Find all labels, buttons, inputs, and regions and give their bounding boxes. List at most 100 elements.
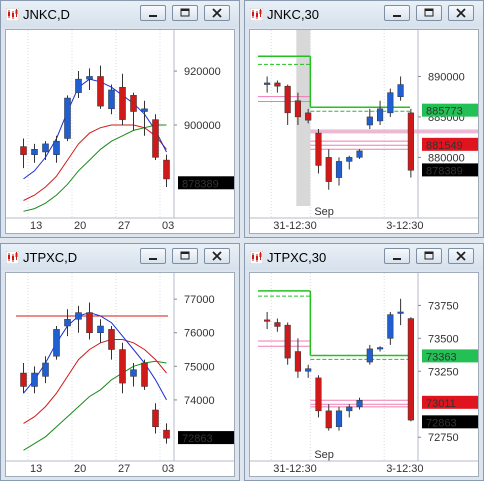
chart-app-icon: [6, 8, 19, 21]
candle-bull: [335, 161, 343, 178]
close-icon: [212, 251, 222, 261]
candle-bull: [387, 92, 394, 114]
candle-bull: [108, 89, 115, 110]
price-tag-box: [422, 349, 478, 363]
highlight-band: [310, 129, 478, 134]
chart-area[interactable]: 31-12:30 3-12:30 Sep 73750 73500 73250 72750 73…: [249, 272, 479, 477]
y-tick-label: 73750: [428, 300, 459, 312]
price-tag: 881549: [422, 137, 478, 152]
candle-bull: [75, 78, 82, 93]
close-button[interactable]: [204, 5, 230, 21]
restore-button[interactable]: [172, 248, 198, 264]
price-tag-label: 73363: [426, 351, 457, 363]
price-tag: 885773: [422, 103, 478, 118]
window-title: JNKC,D: [23, 7, 70, 22]
x-tick-label: 20: [74, 220, 86, 232]
minimize-button[interactable]: [140, 248, 166, 264]
y-tick-label: 900000: [184, 120, 221, 132]
chart-window-jtpxc-30min[interactable]: JTPXC,30 31-12:30 3-12:30 Sep 73750 73500 732…: [244, 243, 484, 481]
moving-average-mid: [23, 339, 167, 424]
candle-bear: [119, 349, 126, 384]
candle-bull: [31, 149, 38, 155]
candle-bull: [42, 362, 49, 377]
restore-icon: [424, 8, 434, 17]
chart-window-jnkc-30min[interactable]: JNKC,30 31-12:30 3-12:30 Sep 890000 885000 88…: [244, 0, 484, 238]
window-title: JNKC,30: [267, 7, 320, 22]
candle-bull: [366, 348, 373, 363]
chart-area[interactable]: 13 20 27 03 77000 76000 75000 74000 72863: [5, 272, 235, 477]
candlestick-chart[interactable]: 13 20 27 03 920000 900000 878389: [6, 30, 234, 233]
candle-bear: [294, 100, 302, 118]
candle-bull: [397, 311, 404, 314]
candle-bear: [20, 146, 27, 155]
y-tick-label: 73500: [428, 333, 459, 345]
window-title: JTPXC,D: [23, 250, 78, 265]
window-titlebar[interactable]: JTPXC,30: [245, 244, 483, 270]
candle-bull: [53, 329, 60, 357]
candle-bear: [274, 82, 281, 87]
close-button[interactable]: [448, 248, 474, 264]
candle-bear: [407, 318, 414, 421]
minimize-button[interactable]: [140, 5, 166, 21]
candle-bear: [86, 312, 93, 333]
candle-bull: [141, 108, 148, 112]
y-tick-label: 74000: [184, 395, 215, 407]
candlestick-chart[interactable]: 31-12:30 3-12:30 Sep 73750 73500 73250 72750 73…: [250, 273, 478, 476]
candlestick-chart[interactable]: 13 20 27 03 77000 76000 75000 74000 72863: [6, 273, 234, 476]
close-button[interactable]: [448, 5, 474, 21]
candle-bull: [387, 314, 394, 339]
x-tick-label: 31-12:30: [273, 220, 316, 232]
restore-icon: [180, 251, 190, 260]
candle-bull: [356, 400, 363, 408]
price-tag-box: [422, 137, 478, 151]
y-tick-label: 72750: [428, 432, 459, 444]
chart-app-icon: [250, 251, 263, 264]
candlestick-chart[interactable]: 31-12:30 3-12:30Sep8900008850008800008857…: [250, 30, 478, 233]
restore-button[interactable]: [172, 5, 198, 21]
restore-icon: [180, 8, 190, 17]
x-tick-label: 3-12:30: [386, 463, 423, 475]
x-tick-label: 13: [30, 463, 42, 475]
price-tag-box: [178, 431, 234, 445]
price-tag-label: 72863: [426, 417, 457, 429]
price-tag-label: 878389: [426, 165, 463, 177]
candle-bull: [75, 312, 82, 320]
window-titlebar[interactable]: JTPXC,D: [1, 244, 239, 270]
candle-bull: [86, 76, 93, 80]
y-tick-label: 880000: [428, 152, 465, 164]
restore-button[interactable]: [416, 5, 442, 21]
candle-bull: [264, 82, 271, 85]
close-icon: [456, 8, 466, 18]
x-tick-label: 13: [30, 220, 42, 232]
chart-area[interactable]: 31-12:30 3-12:30 Sep 890000 885000 880000 8857…: [249, 29, 479, 234]
price-tag: 73011: [422, 395, 478, 410]
chart-window-jnkc-daily[interactable]: JNKC,D 13 20 27 03 920000 900000 878389: [0, 0, 240, 238]
minimize-icon: [149, 258, 157, 260]
moving-average-short: [23, 78, 167, 180]
candle-bear: [315, 377, 322, 412]
price-tag: 73363: [422, 349, 478, 363]
chart-window-jtpxc-daily[interactable]: JTPXC,D 13 20 27 03 77000 76000 75000 74000 7286…: [0, 243, 240, 481]
candle-bull: [64, 319, 71, 327]
minimize-button[interactable]: [384, 5, 410, 21]
window-titlebar[interactable]: JNKC,D: [1, 1, 239, 27]
price-tag: 72863: [422, 415, 478, 429]
candle-bull: [335, 410, 343, 427]
chart-area[interactable]: 13 20 27 03 920000 900000 878389: [5, 29, 235, 234]
candle-bull: [346, 157, 353, 162]
restore-button[interactable]: [416, 248, 442, 264]
close-button[interactable]: [204, 248, 230, 264]
window-titlebar[interactable]: JNKC,30: [245, 1, 483, 27]
candle-bear: [407, 112, 414, 171]
price-tag-box: [178, 176, 234, 190]
x-tick-label: 27: [118, 220, 130, 232]
session-label: Sep: [314, 206, 334, 218]
candle-bull: [64, 97, 71, 139]
price-tag-label: 73011: [426, 398, 456, 410]
minimize-button[interactable]: [384, 248, 410, 264]
y-tick-label: 890000: [428, 71, 465, 83]
candle-bull: [97, 325, 104, 333]
candle-bull: [346, 406, 353, 412]
candle-bull: [356, 150, 363, 158]
close-icon: [212, 8, 222, 18]
